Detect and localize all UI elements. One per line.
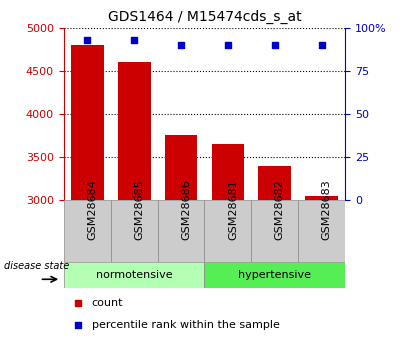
Bar: [252, 200, 298, 262]
Bar: [259, 166, 291, 200]
Text: percentile rank within the sample: percentile rank within the sample: [92, 320, 280, 330]
Bar: [64, 200, 111, 262]
Bar: [164, 135, 197, 200]
Text: GSM28686: GSM28686: [181, 179, 191, 240]
Bar: [118, 62, 150, 200]
Text: count: count: [92, 298, 123, 308]
Text: GSM28685: GSM28685: [134, 179, 144, 240]
Bar: [305, 196, 338, 200]
Point: [84, 37, 90, 42]
Bar: [71, 45, 104, 200]
Text: GSM28682: GSM28682: [275, 179, 285, 240]
Bar: [298, 200, 345, 262]
Point: [74, 322, 81, 328]
Point: [225, 42, 231, 48]
Bar: [212, 144, 245, 200]
Point: [319, 42, 325, 48]
Text: GSM28684: GSM28684: [87, 179, 97, 240]
Text: GSM28681: GSM28681: [228, 179, 238, 240]
Point: [272, 42, 278, 48]
Bar: [157, 200, 205, 262]
Point: [131, 37, 137, 42]
Text: hypertensive: hypertensive: [238, 270, 312, 280]
Bar: [64, 262, 204, 288]
Point: [178, 42, 184, 48]
Title: GDS1464 / M15474cds_s_at: GDS1464 / M15474cds_s_at: [108, 10, 301, 24]
Bar: [205, 262, 345, 288]
Text: disease state: disease state: [4, 261, 69, 271]
Text: GSM28683: GSM28683: [322, 179, 332, 240]
Text: normotensive: normotensive: [96, 270, 172, 280]
Point: [74, 300, 81, 306]
Bar: [205, 200, 252, 262]
Bar: [111, 200, 157, 262]
